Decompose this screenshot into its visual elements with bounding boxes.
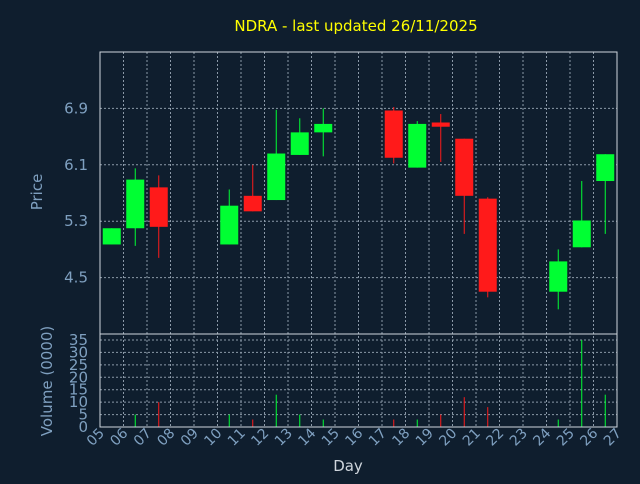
candle-body-11	[243, 195, 262, 212]
candle-body-12	[267, 153, 286, 201]
candle-body-06	[126, 179, 145, 229]
candle-body-18	[408, 123, 427, 168]
candle-body-07	[149, 187, 168, 227]
volume-tick-15: 15	[69, 381, 88, 399]
price-axis-label: Price	[28, 174, 46, 211]
volume-tick-30: 30	[69, 343, 88, 361]
price-tick-5.3: 5.3	[64, 212, 88, 230]
volume-tick-0: 0	[78, 418, 88, 436]
price-tick-6.1: 6.1	[64, 156, 88, 174]
candle-body-14	[314, 123, 333, 133]
candle-body-26	[596, 154, 615, 182]
volume-tick-25: 25	[69, 356, 88, 374]
x-axis-label: Day	[333, 457, 363, 475]
candle-body-21	[478, 198, 497, 292]
volume-tick-35: 35	[69, 331, 88, 349]
volume-bars	[134, 340, 606, 427]
candle-body-17	[384, 110, 403, 158]
candle-body-19	[431, 122, 450, 127]
volume-tick-10: 10	[69, 393, 88, 411]
axes	[99, 51, 618, 428]
grid-lines	[100, 52, 617, 427]
volume-tick-20: 20	[69, 368, 88, 386]
volume-tick-5: 5	[78, 406, 88, 424]
volume-axis-label: Volume (0000)	[38, 326, 56, 436]
candle-body-25	[572, 220, 591, 248]
candle-body-24	[549, 261, 568, 292]
price-tick-4.5: 4.5	[64, 269, 88, 287]
candle-body-13	[290, 132, 309, 155]
price-tick-6.9: 6.9	[64, 99, 88, 117]
chart-title: NDRA - last updated 26/11/2025	[234, 17, 477, 35]
candle-body-10	[220, 205, 239, 245]
candle-body-20	[455, 138, 474, 196]
candles	[102, 106, 615, 310]
plot-frame	[99, 51, 618, 428]
candle-body-05	[102, 228, 121, 245]
